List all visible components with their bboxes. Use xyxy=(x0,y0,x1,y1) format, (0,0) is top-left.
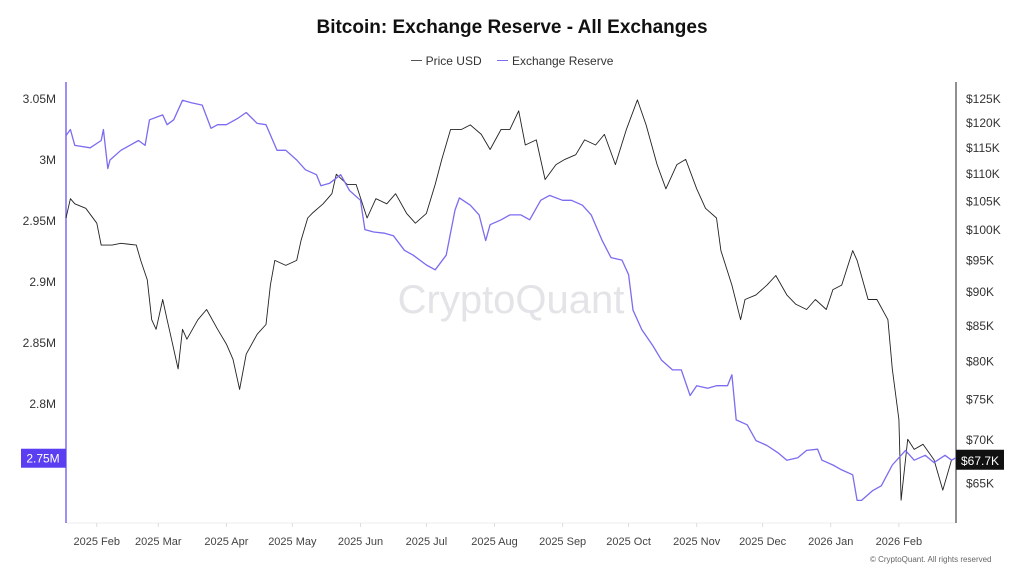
x-tick-label: 2025 Dec xyxy=(739,536,787,548)
right-tick-label: $100K xyxy=(966,223,1001,237)
current-price-badge xyxy=(956,449,1004,470)
left-tick-label: 2.85M xyxy=(23,336,56,350)
left-tick-label: 2.8M xyxy=(29,397,56,411)
x-tick-label: 2025 Mar xyxy=(135,536,182,548)
x-tick-label: 2025 Apr xyxy=(204,536,248,548)
legend-label-reserve: Exchange Reserve xyxy=(511,53,614,68)
x-tick-label: 2025 Nov xyxy=(673,536,721,548)
left-tick-label: 3.05M xyxy=(23,92,56,106)
left-tick-label: 3M xyxy=(39,153,56,167)
right-tick-label: $90K xyxy=(966,285,994,299)
legend-label-price: Price USD xyxy=(425,53,482,68)
series-line-exchange-reserve xyxy=(65,99,957,502)
x-tick-label: 2025 Jul xyxy=(406,536,448,548)
x-tick-label: 2025 Jun xyxy=(338,536,383,548)
right-tick-label: $95K xyxy=(966,253,994,267)
chart-title: Bitcoin: Exchange Reserve - All Exchange… xyxy=(316,17,708,38)
left-tick-label: 2.9M xyxy=(29,275,56,289)
x-tick-label: 2025 Sep xyxy=(539,536,586,548)
watermark: CryptoQuant xyxy=(398,278,625,322)
right-tick-label: $125K xyxy=(966,92,1001,106)
right-tick-label: $80K xyxy=(966,355,994,369)
legend-item-reserve[interactable]: Exchange Reserve xyxy=(496,53,614,68)
right-tick-label: $120K xyxy=(966,116,1001,130)
series-line-price-usd xyxy=(65,99,953,501)
x-tick-label: 2025 Oct xyxy=(606,536,651,548)
current-reserve-label: 2.75M xyxy=(26,452,59,466)
x-tick-label: 2026 Feb xyxy=(876,536,922,548)
legend-item-price[interactable]: Price USD xyxy=(410,53,482,68)
right-tick-label: $85K xyxy=(966,319,994,333)
current-price-label: $67.7K xyxy=(961,454,999,468)
x-tick-label: 2025 May xyxy=(268,536,317,548)
right-tick-label: $65K xyxy=(966,477,994,491)
right-tick-label: $110K xyxy=(966,167,1000,181)
legend: Price USD Exchange Reserve xyxy=(0,50,1024,68)
left-tick-label: 2.95M xyxy=(23,214,56,228)
current-reserve-badge xyxy=(21,448,66,468)
right-tick-label: $115K xyxy=(966,141,1000,155)
x-tick-label: 2025 Aug xyxy=(471,536,518,548)
legend-swatch-reserve xyxy=(496,60,508,61)
copyright-footer: © CryptoQuant. All rights reserved xyxy=(870,555,992,564)
x-tick-label: 2025 Feb xyxy=(74,536,120,548)
legend-swatch-price xyxy=(410,60,422,61)
right-tick-label: $70K xyxy=(966,433,994,447)
right-tick-label: $105K xyxy=(966,195,1001,209)
right-tick-label: $75K xyxy=(966,393,994,407)
x-tick-label: 2026 Jan xyxy=(808,536,853,548)
